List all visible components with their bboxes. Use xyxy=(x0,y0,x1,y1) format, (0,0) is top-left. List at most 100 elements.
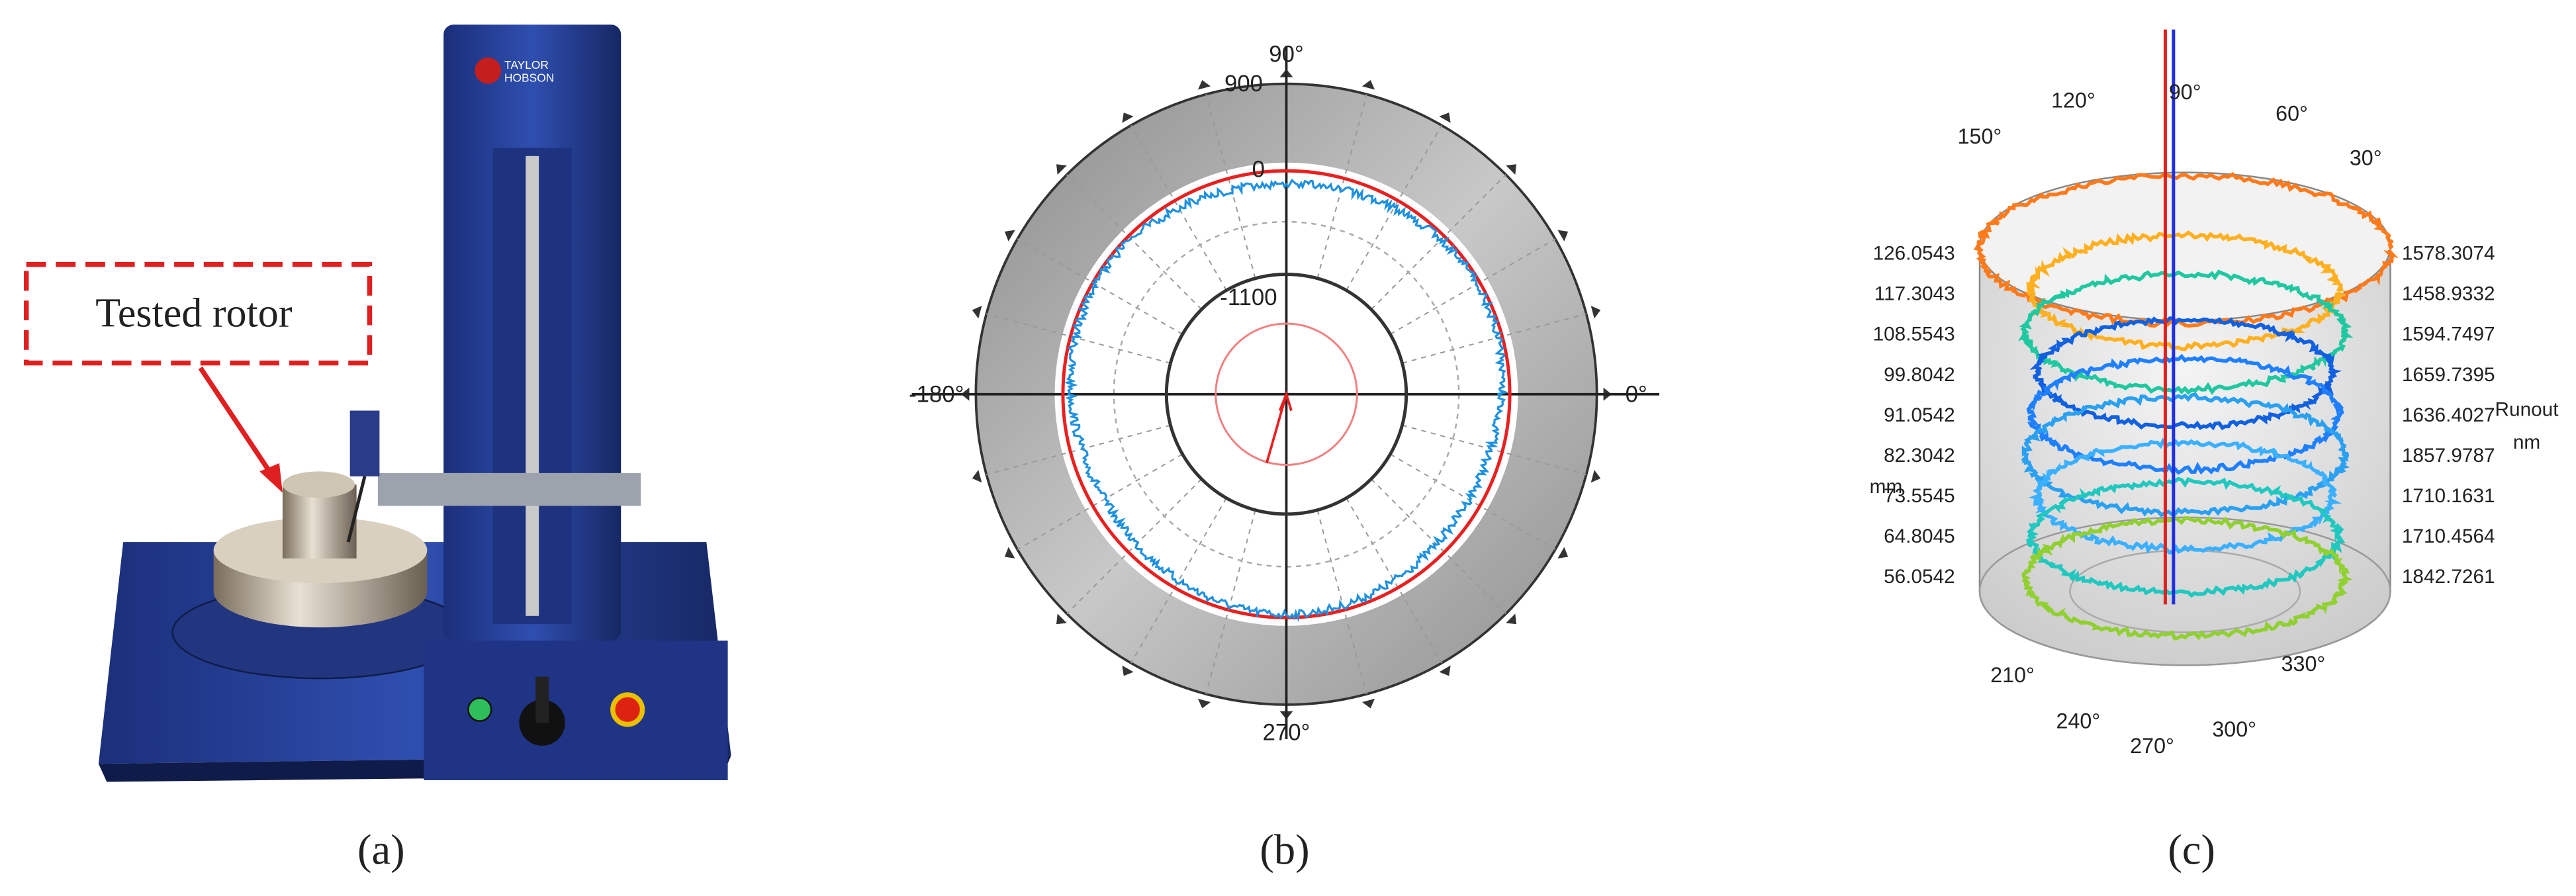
panel-label: (a) xyxy=(357,826,405,874)
radial-grid xyxy=(1389,453,1556,551)
angle-label: 300° xyxy=(2212,717,2256,741)
tick-triangle xyxy=(1122,665,1134,676)
runout-label: 1594.7497 xyxy=(2402,324,2495,345)
radial-grid xyxy=(1346,498,1442,664)
tick-triangle xyxy=(1439,112,1451,123)
tick-triangle xyxy=(1439,665,1451,676)
axis-title: nm xyxy=(2513,431,2540,453)
height-label: 91.0542 xyxy=(1884,404,1955,426)
tick-triangle xyxy=(1361,79,1375,90)
runout-trace xyxy=(2026,353,2344,475)
angle-label: 210° xyxy=(1990,663,2035,687)
radial-grid xyxy=(1316,510,1367,695)
angle-label: 240° xyxy=(2056,709,2101,733)
angle-label: 60° xyxy=(2276,101,2308,125)
height-label: 73.5545 xyxy=(1884,485,1955,507)
runout-trace xyxy=(2026,476,2346,598)
runout-trace xyxy=(2028,437,2342,555)
tick-triangle xyxy=(1557,547,1569,559)
radial-grid xyxy=(1066,174,1203,310)
runout-label: 1458.9332 xyxy=(2402,283,2495,305)
radial-grid xyxy=(1346,124,1442,291)
height-label: 126.0543 xyxy=(1873,243,1955,265)
angle-label: 120° xyxy=(2051,88,2095,112)
brand-text: HOBSON xyxy=(504,71,554,85)
angle-label: 270° xyxy=(1263,721,1311,746)
radial-grid xyxy=(1205,510,1256,695)
profile-trace xyxy=(1064,179,1509,623)
panel-label: (b) xyxy=(1260,826,1309,874)
radial-grid xyxy=(1370,174,1506,310)
brand-text: TAYLOR xyxy=(504,58,549,71)
tick-triangle xyxy=(1361,698,1375,709)
height-label: 64.8045 xyxy=(1884,525,1955,547)
angle-label: 330° xyxy=(2281,652,2326,676)
radial-grid xyxy=(1130,498,1227,664)
tick-triangle xyxy=(1197,698,1211,709)
tick-triangle xyxy=(1590,306,1601,319)
radial-grid xyxy=(1402,313,1587,364)
tick-triangle xyxy=(1506,164,1517,175)
runout-trace xyxy=(2021,515,2353,641)
height-label: 82.3042 xyxy=(1884,445,1955,467)
radial-grid xyxy=(1130,124,1227,291)
runout-label: 1710.4564 xyxy=(2402,525,2495,547)
height-label: 108.5543 xyxy=(1873,324,1955,345)
angle-label: 30° xyxy=(2350,146,2382,169)
tick-triangle xyxy=(1004,230,1015,242)
annotation-box xyxy=(24,261,373,366)
tick-triangle xyxy=(972,306,982,319)
arrow-head xyxy=(259,463,283,493)
tick-triangle xyxy=(972,470,982,483)
runout-label: 1636.4027 xyxy=(2402,404,2495,426)
runout-label: 1842.7261 xyxy=(2402,566,2495,588)
height-label: 99.8042 xyxy=(1884,364,1955,386)
panel-label: (c) xyxy=(2168,826,2215,874)
runout-trace xyxy=(2021,392,2350,517)
tick-triangle xyxy=(1590,470,1601,483)
angle-label: 0° xyxy=(1626,382,1647,407)
axis-title: Runout xyxy=(2495,398,2559,420)
runout-label: 1659.7395 xyxy=(2402,364,2495,386)
axis-title: mm xyxy=(1870,476,1903,498)
angle-label: 90° xyxy=(1269,42,1304,67)
runout-trace xyxy=(2018,269,2354,396)
radial-grid xyxy=(1017,453,1183,551)
reference-circle xyxy=(1061,169,1512,619)
angle-label: -180° xyxy=(909,382,964,407)
tick-triangle xyxy=(1197,79,1211,90)
radial-grid xyxy=(1205,94,1256,279)
eccentricity-arrow xyxy=(1265,390,1293,464)
machine-photo xyxy=(98,24,731,782)
radial-grid xyxy=(986,313,1171,364)
tick-triangle xyxy=(1056,613,1067,625)
angle-label: 90° xyxy=(2169,80,2201,104)
runout-label: 1578.3074 xyxy=(2402,243,2495,265)
tick-triangle xyxy=(1122,112,1134,123)
tick-triangle xyxy=(1506,613,1517,625)
inner-circle xyxy=(1164,273,1408,516)
radial-grid xyxy=(986,424,1171,476)
radial-grid xyxy=(1316,94,1367,279)
angle-label: 150° xyxy=(1958,124,2002,148)
runout-trace xyxy=(2025,230,2347,351)
center-circle xyxy=(1215,322,1358,466)
radial-label: 900 xyxy=(1224,71,1263,97)
height-label: 117.3043 xyxy=(1874,283,1955,305)
radial-grid xyxy=(1370,478,1506,615)
radial-grid xyxy=(1017,238,1183,335)
annotation-arrow xyxy=(198,366,275,478)
angle-label: 270° xyxy=(2130,734,2174,758)
base-inner xyxy=(2069,549,2301,633)
height-label: 56.0542 xyxy=(1884,566,1955,588)
runout-trace xyxy=(2029,316,2342,431)
radial-label: 0 xyxy=(1252,157,1265,182)
tick-triangle xyxy=(1056,164,1067,175)
runout-trace xyxy=(1973,171,2399,328)
polar-plot: 90° -180° 0° 270° 900 0 -1100 xyxy=(909,42,1659,746)
radial-grid xyxy=(1402,424,1587,476)
cylinder-plot: 120° 90° 60° 150° 30° 210° 240° 270° 300° 330° 126… xyxy=(1870,29,2559,758)
tick-triangle xyxy=(1004,547,1015,559)
tick-triangle xyxy=(1557,230,1569,242)
